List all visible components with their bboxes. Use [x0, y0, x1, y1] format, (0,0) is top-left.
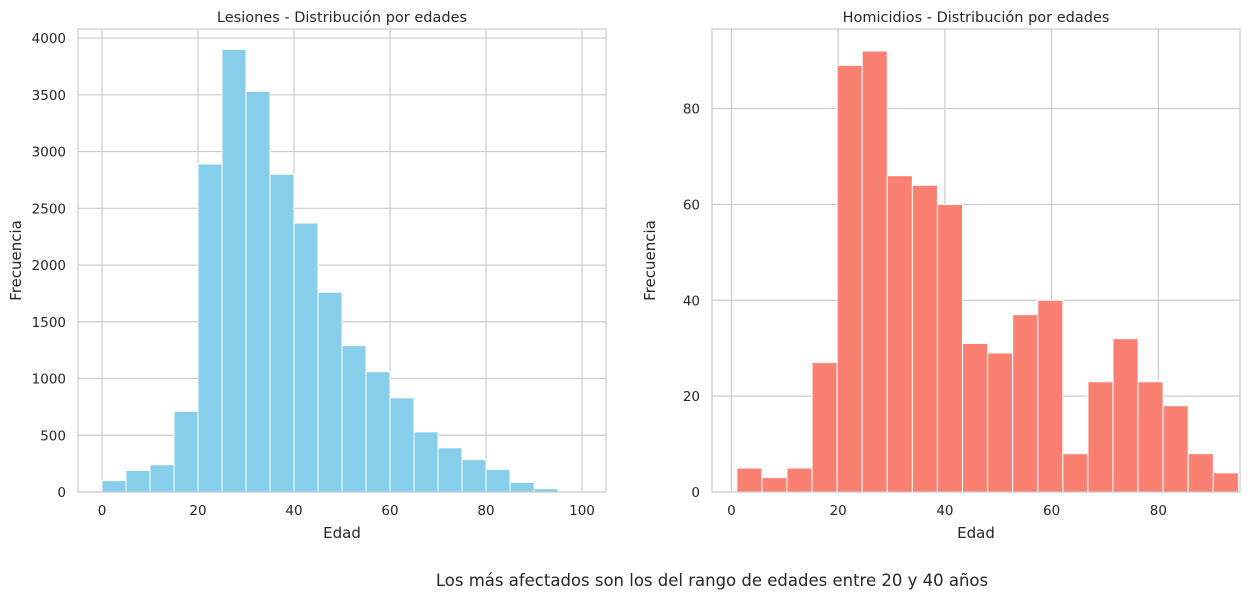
histogram-bar — [761, 477, 788, 493]
x-tick-label: 20 — [830, 503, 847, 519]
plot-frame — [77, 28, 607, 493]
histogram-bar — [173, 410, 199, 493]
histogram-bar — [1187, 453, 1214, 493]
histogram-bar — [936, 203, 964, 493]
histogram-bar — [811, 362, 838, 493]
histogram-bar — [1212, 472, 1239, 493]
histogram-bar — [987, 352, 1014, 493]
histogram-bar — [836, 64, 863, 493]
y-tick-label: 20 — [683, 389, 700, 405]
histogram-bar — [197, 163, 223, 493]
y-tick-label: 2000 — [32, 258, 66, 274]
histogram-bar — [293, 222, 319, 493]
x-tick-label: 0 — [98, 503, 107, 519]
y-tick-label: 4000 — [32, 31, 66, 47]
x-tick-label: 60 — [1043, 503, 1060, 519]
x-axis-label: Edad — [957, 524, 995, 542]
histogram-bar — [509, 481, 535, 493]
y-tick-label: 3000 — [32, 145, 66, 161]
histogram-bar — [413, 431, 439, 493]
histogram-bar — [245, 90, 271, 493]
histogram-bar — [736, 467, 763, 493]
histogram-bar — [861, 50, 888, 493]
histogram-bar — [485, 468, 511, 493]
histogram-bar — [149, 464, 175, 493]
plot-frame — [711, 28, 1241, 493]
histogram-bar — [1112, 338, 1139, 493]
y-tick-label: 1500 — [32, 315, 66, 331]
x-tick-label: 80 — [477, 503, 494, 519]
histogram-bar — [389, 397, 415, 493]
histogram-bar — [1087, 381, 1114, 493]
histogram-bar — [461, 459, 487, 493]
x-tick-label: 40 — [936, 503, 953, 519]
y-tick-label: 2500 — [32, 201, 66, 217]
histogram-bar — [1037, 299, 1064, 493]
histogram-bar — [786, 467, 813, 493]
histogram-bar — [269, 173, 295, 493]
histogram-bar — [125, 469, 151, 493]
x-tick-label: 60 — [381, 503, 398, 519]
x-tick-label: 0 — [727, 503, 736, 519]
histogram-bar — [365, 371, 391, 493]
histogram-bar — [1062, 453, 1089, 493]
histogram-bar — [1012, 314, 1039, 493]
histogram-bar — [341, 345, 367, 493]
histogram-bar — [221, 48, 247, 493]
y-tick-label: 40 — [683, 293, 700, 309]
y-tick-label: 3500 — [32, 88, 66, 104]
y-tick-label: 500 — [40, 428, 66, 444]
figure-caption: Los más afectados son los del rango de e… — [435, 571, 989, 590]
x-axis-label: Edad — [323, 524, 361, 542]
histogram-bar — [1162, 405, 1189, 493]
histogram-bar — [1137, 381, 1164, 493]
y-tick-label: 0 — [691, 485, 700, 501]
histogram-bar — [437, 447, 463, 493]
histogram-bar — [886, 175, 913, 493]
chart-title: Lesiones - Distribución por edades — [217, 10, 467, 26]
y-tick-label: 80 — [683, 102, 700, 118]
x-tick-label: 80 — [1150, 503, 1167, 519]
histogram-bar — [101, 480, 127, 493]
chart-homicidios: 0 20 40 60 80 0 20 40 60 80 Homicidios - Distribuc… — [641, 10, 1241, 542]
y-tick-label: 60 — [683, 197, 700, 213]
x-tick-label: 40 — [285, 503, 302, 519]
x-tick-label: 100 — [569, 503, 595, 519]
chart-title: Homicidios - Distribución por edades — [843, 10, 1110, 26]
histogram-bar — [911, 184, 938, 493]
histogram-bar — [962, 342, 989, 493]
histogram-bar — [317, 291, 343, 493]
x-tick-label: 20 — [189, 503, 206, 519]
y-axis-label: Frecuencia — [7, 220, 25, 301]
y-tick-label: 1000 — [32, 372, 66, 388]
y-axis-label: Frecuencia — [641, 220, 659, 301]
chart-lesiones: 0 20 40 60 80 1000500100015002000250030003500… — [7, 10, 607, 542]
y-tick-label: 0 — [57, 485, 66, 501]
